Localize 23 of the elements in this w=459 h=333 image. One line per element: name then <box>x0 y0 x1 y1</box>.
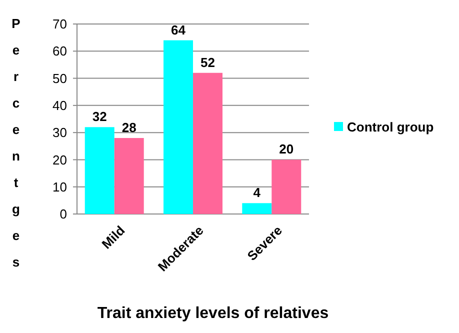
y-tick-label: 50 <box>52 70 67 86</box>
x-axis-title: Trait anxiety levels of relatives <box>97 305 329 322</box>
y-tick-label: 70 <box>52 16 67 32</box>
bar <box>193 72 222 214</box>
y-tick-label: 20 <box>52 152 67 168</box>
bar <box>272 160 302 214</box>
legend-label: Control group <box>347 120 434 135</box>
y-tick-label: 40 <box>52 98 67 113</box>
data-label: 64 <box>171 22 186 38</box>
y-tick-label: 0 <box>60 206 67 222</box>
y-tick-label: 10 <box>52 179 67 194</box>
bar <box>84 127 114 214</box>
bar <box>242 203 272 214</box>
y-tick-label: 30 <box>52 125 67 140</box>
data-label: 4 <box>253 185 262 200</box>
data-label: 28 <box>122 120 136 135</box>
data-label: 52 <box>200 54 215 70</box>
bar <box>114 138 144 214</box>
bar <box>164 40 193 214</box>
data-label: 32 <box>92 109 107 124</box>
text: Percentges <box>12 16 20 270</box>
data-label: 20 <box>279 142 294 157</box>
y-tick-label: 60 <box>52 44 67 59</box>
